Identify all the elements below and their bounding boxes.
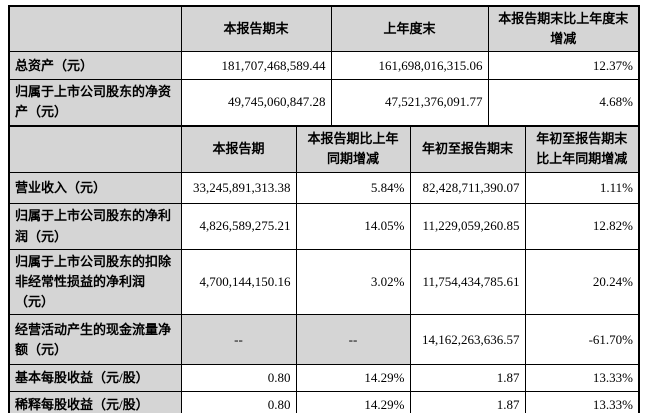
row-label-net-assets: 归属于上市公司股东的净资产（元） bbox=[8, 79, 182, 127]
net-assets-prior: 47,521,376,091.77 bbox=[330, 79, 489, 127]
row-label-net-profit-excl-nonrecurring: 归属于上市公司股东的扣除非经常性损益的净利润（元） bbox=[8, 249, 182, 316]
header-year-to-date: 年初至报告期末 bbox=[409, 125, 526, 174]
header-prior-year-end: 上年度末 bbox=[330, 5, 489, 53]
revenue-ytd-change: 1.11% bbox=[524, 172, 640, 205]
row-operating-cash-flow: 经营活动产生的现金流量净额（元） -- -- 14,162,263,636.57… bbox=[8, 314, 640, 366]
cash-flow-change: -- bbox=[295, 314, 411, 366]
header-change-vs-prior-period: 本报告期比上年同期增减 bbox=[295, 125, 411, 174]
basic-eps-ytd: 1.87 bbox=[409, 364, 526, 393]
row-net-profit: 归属于上市公司股东的净利润（元） 4,826,589,275.21 14.05%… bbox=[8, 203, 640, 251]
row-basic-eps: 基本每股收益（元/股） 0.80 14.29% 1.87 13.33% bbox=[8, 364, 640, 393]
diluted-eps-ytd-change: 13.33% bbox=[524, 391, 640, 413]
row-revenue: 营业收入（元） 33,245,891,313.38 5.84% 82,428,7… bbox=[8, 172, 640, 205]
key-financials-tables: 本报告期末 上年度末 本报告期末比上年度末增减 总资产（元） 181,707,4… bbox=[8, 5, 640, 413]
row-total-assets: 总资产（元） 181,707,468,589.44 161,698,016,31… bbox=[8, 51, 640, 81]
balance-corner-cell bbox=[8, 5, 182, 53]
basic-eps-ytd-change: 13.33% bbox=[524, 364, 640, 393]
basic-eps-change: 14.29% bbox=[295, 364, 411, 393]
row-label-operating-cash-flow: 经营活动产生的现金流量净额（元） bbox=[8, 314, 182, 366]
net-profit-excl-change: 3.02% bbox=[295, 249, 411, 316]
cash-flow-ytd: 14,162,263,636.57 bbox=[409, 314, 526, 366]
cash-flow-current: -- bbox=[180, 314, 297, 366]
total-assets-change: 12.37% bbox=[487, 51, 640, 81]
balance-table-header-row: 本报告期末 上年度末 本报告期末比上年度末增减 bbox=[8, 5, 640, 53]
revenue-change: 5.84% bbox=[295, 172, 411, 205]
net-profit-ytd: 11,229,059,260.85 bbox=[409, 203, 526, 251]
header-report-period-end: 本报告期末 bbox=[180, 5, 332, 53]
net-profit-excl-ytd-change: 20.24% bbox=[524, 249, 640, 316]
row-label-total-assets: 总资产（元） bbox=[8, 51, 182, 81]
row-net-assets: 归属于上市公司股东的净资产（元） 49,745,060,847.28 47,52… bbox=[8, 79, 640, 127]
revenue-ytd: 82,428,711,390.07 bbox=[409, 172, 526, 205]
net-assets-change: 4.68% bbox=[487, 79, 640, 127]
diluted-eps-current: 0.80 bbox=[180, 391, 297, 413]
revenue-current: 33,245,891,313.38 bbox=[180, 172, 297, 205]
net-profit-excl-current: 4,700,144,150.16 bbox=[180, 249, 297, 316]
row-label-diluted-eps: 稀释每股收益（元/股） bbox=[8, 391, 182, 413]
row-label-revenue: 营业收入（元） bbox=[8, 172, 182, 205]
total-assets-current: 181,707,468,589.44 bbox=[180, 51, 332, 81]
header-current-period: 本报告期 bbox=[180, 125, 297, 174]
net-assets-current: 49,745,060,847.28 bbox=[180, 79, 332, 127]
diluted-eps-ytd: 1.87 bbox=[409, 391, 526, 413]
balance-items-table: 本报告期末 上年度末 本报告期末比上年度末增减 总资产（元） 181,707,4… bbox=[8, 5, 640, 127]
basic-eps-current: 0.80 bbox=[180, 364, 297, 393]
row-label-net-profit: 归属于上市公司股东的净利润（元） bbox=[8, 203, 182, 251]
row-diluted-eps: 稀释每股收益（元/股） 0.80 14.29% 1.87 13.33% bbox=[8, 391, 640, 413]
total-assets-prior: 161,698,016,315.06 bbox=[330, 51, 489, 81]
row-net-profit-excl-nonrecurring: 归属于上市公司股东的扣除非经常性损益的净利润（元） 4,700,144,150.… bbox=[8, 249, 640, 316]
net-profit-change: 14.05% bbox=[295, 203, 411, 251]
net-profit-current: 4,826,589,275.21 bbox=[180, 203, 297, 251]
diluted-eps-change: 14.29% bbox=[295, 391, 411, 413]
net-profit-excl-ytd: 11,754,434,785.61 bbox=[409, 249, 526, 316]
row-label-basic-eps: 基本每股收益（元/股） bbox=[8, 364, 182, 393]
period-items-table: 本报告期 本报告期比上年同期增减 年初至报告期末 年初至报告期末比上年同期增减 … bbox=[8, 124, 640, 413]
header-change-vs-prior-year-end: 本报告期末比上年度末增减 bbox=[487, 5, 640, 53]
period-table-header-row: 本报告期 本报告期比上年同期增减 年初至报告期末 年初至报告期末比上年同期增减 bbox=[8, 125, 640, 174]
net-profit-ytd-change: 12.82% bbox=[524, 203, 640, 251]
cash-flow-ytd-change: -61.70% bbox=[524, 314, 640, 366]
header-ytd-change-vs-prior: 年初至报告期末比上年同期增减 bbox=[524, 125, 640, 174]
period-corner-cell bbox=[8, 125, 182, 174]
